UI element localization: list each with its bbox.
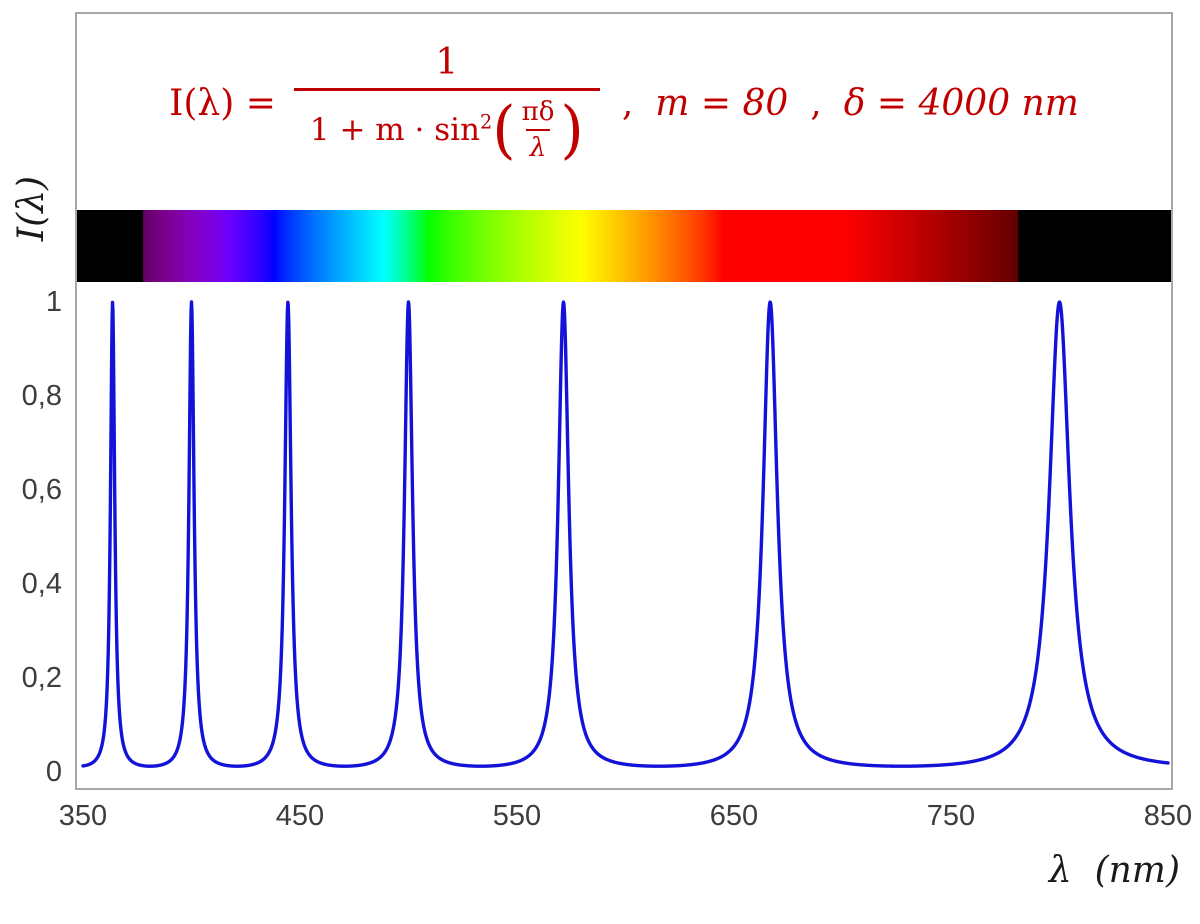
x-axis-title: λ (nm) [1048,850,1180,891]
denominator-prefix: 1 + m · sin2 [309,111,492,148]
y-tick-1: 1 [45,286,62,318]
y-axis-title-wrap: I(λ) [2,148,62,268]
x-tick-750: 750 [926,800,976,832]
x-tick-550: 550 [492,800,542,832]
param-delta: δ = 4000 nm [843,82,1079,124]
y-axis-title: I(λ) [11,175,53,241]
close-paren: ) [560,92,584,167]
inner-fraction: πδ λ [518,99,559,161]
plot-frame: I(λ) = 1 1 + m · sin2 ( πδ λ ) , m = 80 … [75,12,1173,790]
y-tick-0-4: 0,4 [21,568,62,600]
sin-exponent: 2 [480,110,493,134]
comma-separator-1: , [621,82,634,124]
transmission-curve-path [81,300,1170,768]
visible-spectrum-bar [77,210,1171,282]
param-m: m = 80 [655,82,789,124]
x-tick-450: 450 [275,800,325,832]
formula-lhs: I(λ) = [169,82,276,124]
y-tick-0: 0 [45,756,62,788]
y-tick-0-6: 0,6 [21,474,62,506]
open-paren: ( [492,92,516,167]
inner-numerator: πδ [521,97,555,127]
fraction-numerator: 1 [435,42,459,83]
y-tick-0-2: 0,2 [21,662,62,694]
x-tick-650: 650 [709,800,759,832]
formula: I(λ) = 1 1 + m · sin2 ( πδ λ ) , m = 80 … [77,28,1171,178]
transmission-curve [81,300,1170,768]
x-tick-850: 850 [1143,800,1193,832]
fraction-denominator: 1 + m · sin2 ( πδ λ ) [293,88,600,167]
comma-separator-2: , [810,82,822,124]
denominator-text: 1 + m · sin [309,111,481,148]
x-tick-350: 350 [58,800,108,832]
formula-fraction: 1 1 + m · sin2 ( πδ λ ) [293,42,600,167]
inner-denominator: λ [525,129,551,161]
y-tick-0-8: 0,8 [21,380,62,412]
